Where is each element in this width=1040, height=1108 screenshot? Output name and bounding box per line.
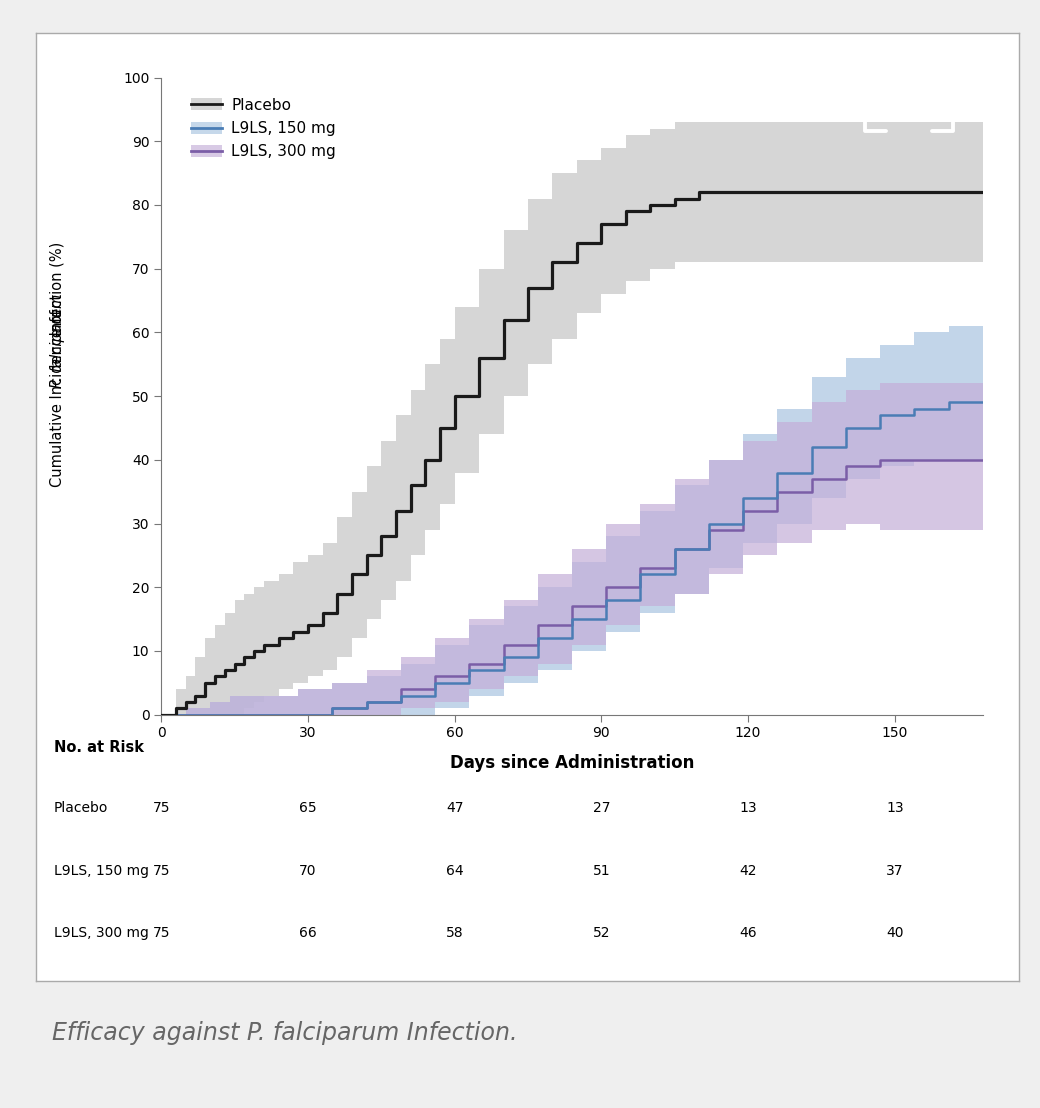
X-axis label: Days since Administration: Days since Administration	[450, 755, 694, 772]
Text: Placebo: Placebo	[54, 801, 108, 815]
Text: Efficacy against P. falciparum Infection.: Efficacy against P. falciparum Infection…	[52, 1020, 518, 1045]
Text: 65: 65	[300, 801, 317, 815]
Text: 66: 66	[300, 926, 317, 940]
Text: 42: 42	[739, 863, 757, 878]
Text: P. falciparum: P. falciparum	[50, 294, 64, 388]
Text: 46: 46	[739, 926, 757, 940]
Text: 51: 51	[593, 863, 610, 878]
Text: Cumulative Incidence of: Cumulative Incidence of	[50, 305, 64, 488]
Text: 75: 75	[153, 801, 170, 815]
Text: 40: 40	[886, 926, 904, 940]
Text: Infection (%): Infection (%)	[50, 242, 64, 340]
Legend: Placebo, L9LS, 150 mg, L9LS, 300 mg: Placebo, L9LS, 150 mg, L9LS, 300 mg	[185, 92, 342, 165]
Text: No. at Risk: No. at Risk	[54, 740, 144, 756]
Text: 70: 70	[300, 863, 316, 878]
Text: 37: 37	[886, 863, 904, 878]
Text: 47: 47	[446, 801, 464, 815]
Text: 13: 13	[739, 801, 757, 815]
Text: 27: 27	[593, 801, 610, 815]
Text: 75: 75	[153, 863, 170, 878]
Text: 13: 13	[886, 801, 904, 815]
Text: L9LS, 300 mg: L9LS, 300 mg	[54, 926, 149, 940]
Text: 64: 64	[446, 863, 464, 878]
Text: 75: 75	[153, 926, 170, 940]
Text: L9LS, 150 mg: L9LS, 150 mg	[54, 863, 149, 878]
Text: 52: 52	[593, 926, 610, 940]
Text: 58: 58	[446, 926, 464, 940]
